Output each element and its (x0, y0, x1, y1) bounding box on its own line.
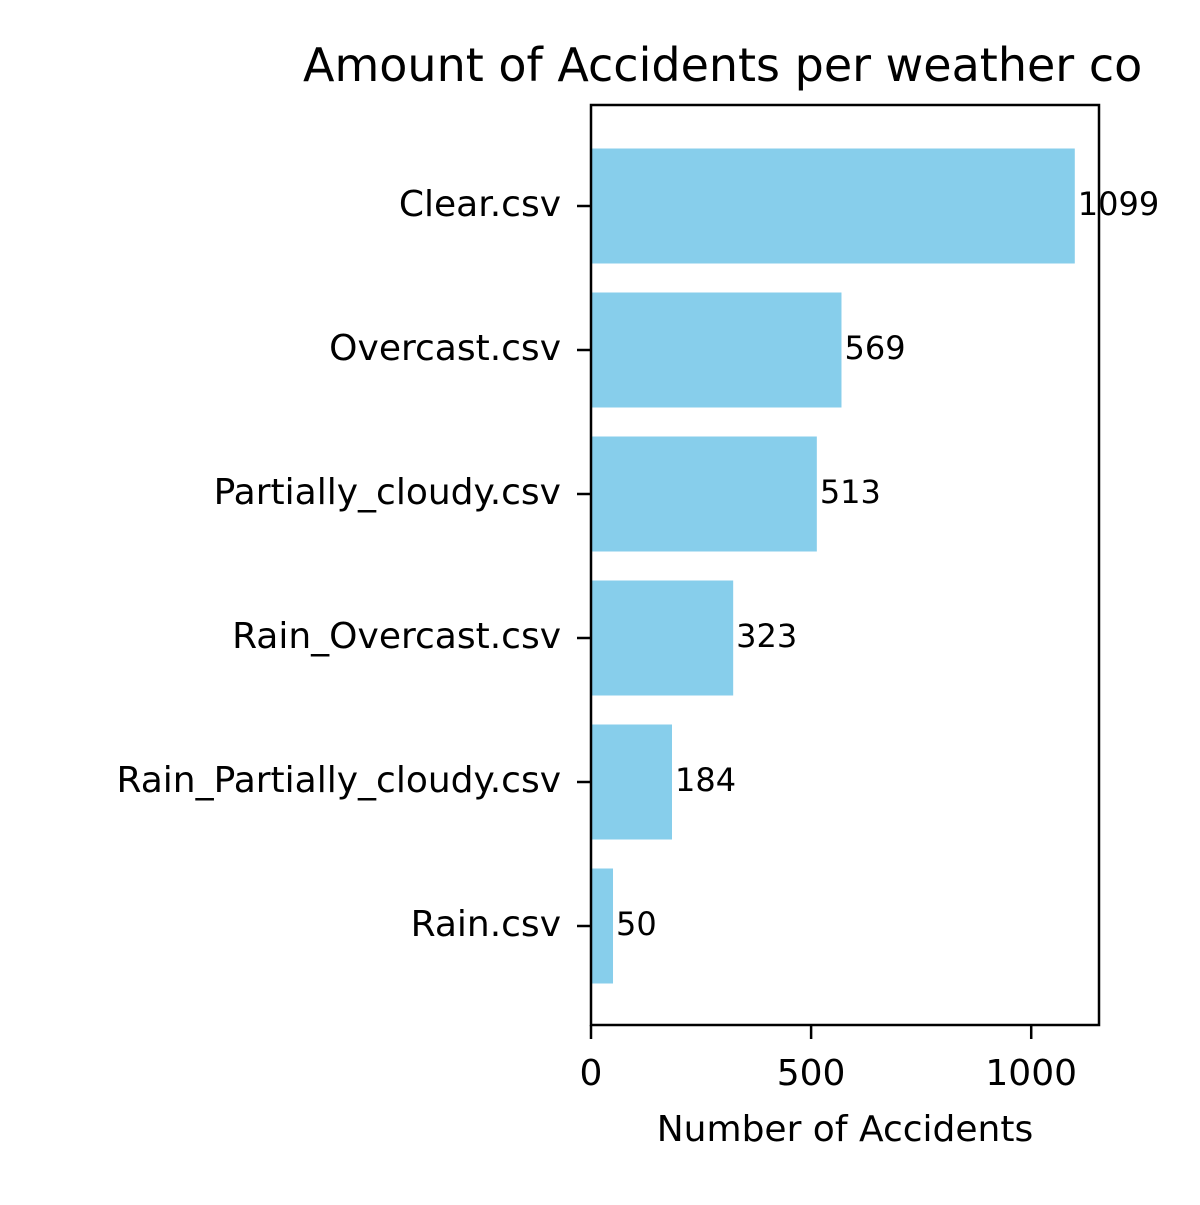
value-label-clear-csv: 1099 (1078, 185, 1159, 223)
value-label-rain-overcast-csv: 323 (736, 617, 797, 655)
value-label-rain-csv: 50 (616, 905, 657, 943)
chart-title: Amount of Accidents per weather co (303, 38, 1142, 92)
x-tick-label-1000: 1000 (985, 1053, 1077, 1094)
y-tick-label-overcast-csv: Overcast.csv (329, 328, 561, 369)
bar-overcast-csv (591, 292, 842, 408)
bars-group (591, 148, 1075, 984)
bar-rain-csv (591, 868, 614, 984)
value-label-rain-partially-cloudy-csv: 184 (675, 761, 736, 799)
y-tick-label-rain-csv: Rain.csv (411, 904, 561, 945)
bar-rain-partially-cloudy-csv (591, 724, 672, 840)
y-tick-label-clear-csv: Clear.csv (399, 184, 561, 225)
x-tick-label-500: 500 (777, 1053, 846, 1094)
y-tick-label-rain-partially-cloudy-csv: Rain_Partially_cloudy.csv (117, 760, 562, 801)
y-tick-label-partially-cloudy-csv: Partially_cloudy.csv (214, 472, 561, 513)
value-label-overcast-csv: 569 (844, 329, 905, 367)
value-label-partially-cloudy-csv: 513 (820, 473, 881, 511)
bar-clear-csv (591, 148, 1075, 264)
y-tick-label-rain-overcast-csv: Rain_Overcast.csv (232, 616, 561, 657)
value-labels-group: 1099 569 513 323 184 50 (616, 185, 1159, 943)
y-axis-ticks: Clear.csv Overcast.csv Partially_cloudy.cs… (117, 184, 591, 945)
x-axis-label: Number of Accidents (657, 1109, 1033, 1150)
bar-rain-overcast-csv (591, 580, 734, 696)
x-tick-label-0: 0 (580, 1053, 603, 1094)
plot-frame (589, 103, 1101, 1027)
bar-partially-cloudy-csv (591, 436, 817, 552)
x-axis-ticks: 0 500 1000 (580, 1025, 1077, 1094)
